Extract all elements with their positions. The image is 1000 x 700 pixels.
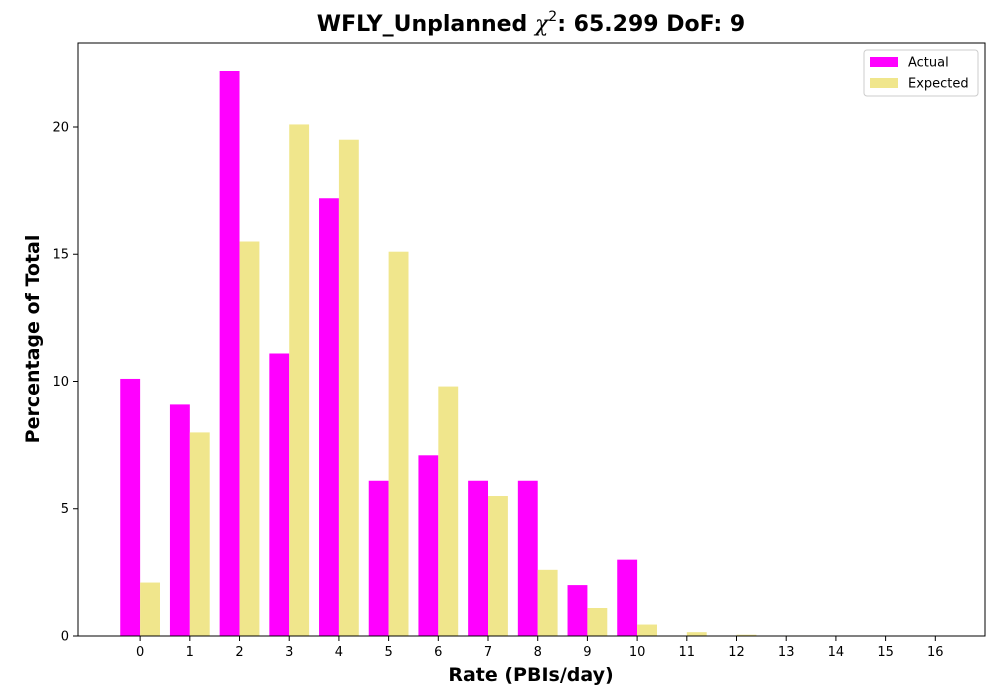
x-tick-label-11: 11	[679, 645, 696, 660]
x-tick-label-15: 15	[877, 645, 894, 660]
x-tick-label-5: 5	[384, 645, 392, 660]
x-tick-label-8: 8	[534, 645, 542, 660]
legend-label-actual: Actual	[908, 56, 949, 71]
x-tick-label-14: 14	[828, 645, 845, 660]
chart-title-suffix: : 65.299 DoF: 9	[557, 12, 745, 37]
y-tick-label-5: 5	[61, 502, 69, 517]
x-tick-label-6: 6	[434, 645, 442, 660]
bar-expected-2	[239, 241, 260, 636]
x-tick-label-12: 12	[728, 645, 745, 660]
x-tick-label-7: 7	[484, 645, 492, 660]
bar-expected-12	[736, 634, 757, 636]
bar-expected-11	[686, 632, 707, 636]
y-tick-label-0: 0	[61, 630, 69, 645]
chart-title: WFLY_Unplanned χ2: 65.299 DoF: 9	[317, 9, 745, 37]
bar-expected-6	[438, 386, 459, 636]
chart-title-exponent: 2	[548, 9, 557, 25]
x-tick-label-3: 3	[285, 645, 293, 660]
bar-expected-0	[140, 582, 161, 636]
y-axis-ticks: 0 5 10 15 20	[52, 120, 78, 645]
y-axis-label: Percentage of Total	[22, 235, 44, 444]
y-tick-label-20: 20	[52, 120, 69, 135]
x-tick-label-1: 1	[186, 645, 194, 660]
x-tick-label-2: 2	[235, 645, 243, 660]
chart-title-prefix: WFLY_Unplanned	[317, 12, 535, 37]
bar-actual-10	[617, 559, 638, 636]
bar-actual-6	[418, 455, 439, 636]
x-tick-label-0: 0	[136, 645, 144, 660]
bar-expected-1	[189, 432, 210, 636]
x-axis-label: Rate (PBIs/day)	[448, 664, 613, 686]
plot-frame	[77, 42, 986, 637]
x-axis-ticks: 0 1 2 3 4 5 6 7 8 9 10 11 12 13 14 15 16	[136, 636, 944, 660]
y-tick-label-10: 10	[52, 375, 69, 390]
legend-label-expected: Expected	[908, 77, 969, 92]
legend-swatch-expected	[870, 78, 898, 88]
bar-actual-7	[468, 480, 489, 636]
x-tick-label-16: 16	[927, 645, 944, 660]
bar-actual-0	[120, 378, 141, 636]
bar-actual-5	[368, 480, 389, 636]
bar-actual-9	[567, 585, 588, 636]
bar-expected-5	[388, 251, 409, 636]
x-tick-label-4: 4	[335, 645, 343, 660]
y-tick-label-15: 15	[52, 248, 69, 263]
bar-expected-7	[488, 496, 508, 636]
bar-actual-8	[517, 480, 538, 636]
bar-actual-1	[169, 404, 190, 636]
bar-expected-3	[289, 124, 310, 636]
bars	[120, 70, 807, 636]
x-tick-label-13: 13	[778, 645, 795, 660]
bar-expected-10	[637, 624, 657, 636]
bar-actual-3	[269, 353, 290, 636]
chart-title-chi: χ	[533, 12, 550, 37]
legend-swatch-actual	[870, 57, 898, 67]
x-tick-label-10: 10	[629, 645, 646, 660]
bar-actual-4	[319, 198, 339, 636]
legend: Actual Expected	[863, 49, 979, 97]
x-tick-label-9: 9	[583, 645, 591, 660]
bar-actual-2	[219, 70, 240, 636]
bar-expected-9	[587, 608, 608, 636]
bar-expected-8	[537, 569, 558, 636]
bar-expected-4	[338, 139, 359, 636]
